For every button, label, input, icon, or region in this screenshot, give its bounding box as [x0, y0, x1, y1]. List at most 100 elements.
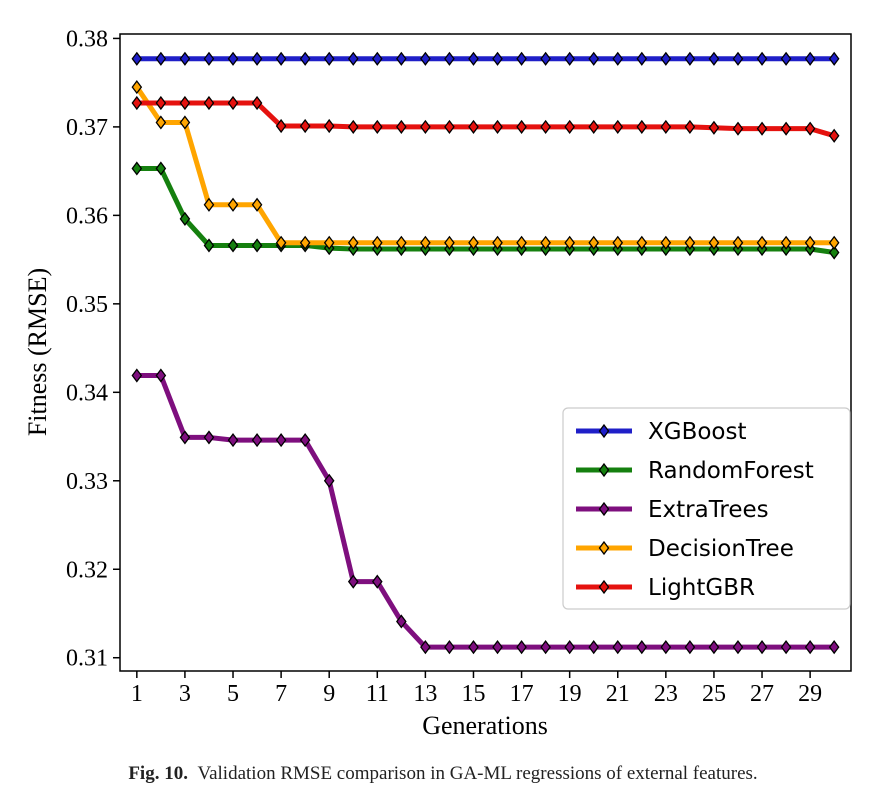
data-point [251, 197, 263, 212]
data-point [299, 118, 311, 134]
data-point [227, 197, 239, 212]
x-tick-label: 27 [750, 681, 774, 707]
data-point [347, 574, 359, 589]
data-point [540, 119, 551, 134]
data-point [275, 433, 287, 448]
legend-marker [598, 462, 610, 478]
data-point [347, 51, 359, 66]
data-point [299, 51, 311, 66]
x-tick-label: 19 [558, 681, 582, 707]
legend-label: DecisionTree [648, 536, 794, 562]
data-point [468, 640, 479, 655]
data-point [323, 51, 335, 66]
data-point [732, 640, 744, 655]
data-point [468, 51, 479, 66]
data-point [371, 51, 383, 66]
data-point [444, 235, 455, 250]
legend-item-randomforest: RandomForest [576, 458, 814, 484]
data-point [564, 51, 575, 66]
data-point [371, 235, 383, 250]
legend-marker [598, 501, 610, 517]
data-point [420, 235, 431, 250]
data-point [203, 238, 215, 253]
data-point [227, 95, 239, 111]
data-point [828, 245, 840, 260]
y-tick-label: 0.32 [66, 557, 108, 583]
legend-label: LightGBR [648, 575, 755, 601]
data-point [804, 640, 816, 655]
data-point [804, 51, 816, 66]
data-point [371, 574, 383, 589]
series-xgboost [131, 51, 840, 66]
data-point [636, 235, 648, 250]
data-point [275, 118, 287, 134]
data-point [732, 235, 744, 250]
data-point [708, 51, 720, 66]
data-point [516, 51, 527, 66]
data-point [660, 235, 672, 250]
data-point [203, 430, 215, 445]
x-tick-label: 29 [798, 681, 822, 707]
data-point [420, 640, 431, 655]
x-tick-label: 15 [461, 681, 485, 707]
data-point [323, 235, 335, 250]
data-point [780, 640, 792, 655]
data-point [396, 119, 407, 134]
data-point [756, 640, 768, 655]
data-point [636, 51, 648, 66]
data-point [540, 51, 551, 66]
x-tick-label: 11 [366, 681, 389, 707]
data-point [444, 51, 455, 66]
chart: 1 3 5 7 9 11 13 15 17 19 21 23 25 27 29 0.310.320.330.… [23, 26, 852, 740]
data-point [299, 433, 311, 448]
data-point [323, 118, 335, 134]
data-point [660, 640, 672, 655]
data-point [203, 197, 215, 212]
data-point [612, 51, 624, 66]
x-tick-label: 9 [323, 681, 335, 707]
y-axis-ticks: 0.31 0.32 0.33 0.34 0.35 0.36 0.37 0.38 [66, 26, 120, 672]
y-tick-label: 0.34 [66, 380, 108, 406]
data-point [420, 51, 431, 66]
series-lightgbr [131, 95, 840, 143]
figure-caption: Fig. 10. Validation RMSE comparison in G… [0, 763, 886, 785]
y-tick-label: 0.31 [66, 646, 108, 672]
data-point [444, 119, 455, 134]
legend-marker [598, 423, 610, 439]
y-tick-label: 0.33 [66, 469, 108, 495]
data-point [179, 211, 191, 226]
data-point [131, 80, 143, 95]
y-tick-label: 0.38 [66, 26, 108, 52]
data-point [227, 433, 239, 448]
legend-item-decisiontree: DecisionTree [576, 536, 794, 562]
data-point [612, 640, 624, 655]
data-point [420, 119, 431, 134]
x-tick-label: 5 [227, 681, 239, 707]
data-point [684, 51, 696, 66]
data-point [516, 640, 527, 655]
data-point [492, 235, 503, 250]
data-point [516, 119, 527, 134]
data-point [636, 119, 648, 134]
data-point [347, 119, 359, 134]
x-axis-ticks: 1 3 5 7 9 11 13 15 17 19 21 23 25 27 29 [131, 671, 822, 707]
x-tick-label: 17 [510, 681, 534, 707]
data-point [396, 614, 407, 629]
legend-item-extratrees: ExtraTrees [576, 497, 769, 523]
data-point [131, 368, 143, 383]
data-point [155, 368, 167, 383]
data-point [540, 235, 551, 250]
data-point [396, 51, 407, 66]
data-point [612, 235, 624, 250]
data-point [251, 238, 263, 253]
data-point [804, 235, 816, 250]
data-point [660, 51, 672, 66]
x-tick-label: 7 [275, 681, 287, 707]
data-point [203, 51, 215, 66]
data-point [732, 121, 744, 136]
data-point [251, 433, 263, 448]
data-point [155, 95, 167, 111]
x-tick-label: 3 [179, 681, 191, 707]
data-point [371, 119, 383, 134]
data-point [732, 51, 744, 66]
